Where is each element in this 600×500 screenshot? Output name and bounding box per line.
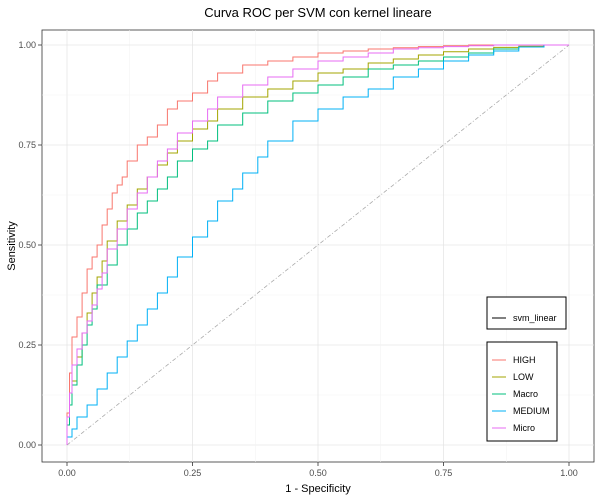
legend-label-micro: Micro bbox=[513, 423, 535, 433]
legend-label-macro: Macro bbox=[513, 389, 538, 399]
chart-title: Curva ROC per SVM con kernel lineare bbox=[204, 5, 432, 20]
y-tick-label: 0.00 bbox=[18, 440, 36, 450]
series-line-micro bbox=[66, 44, 569, 445]
series-line-high bbox=[66, 44, 569, 445]
reference-line bbox=[66, 44, 570, 446]
legend-label-low: LOW bbox=[513, 372, 534, 382]
color-legend: HIGH LOW Macro MEDIUM Micro bbox=[486, 341, 558, 442]
reference-diagonal bbox=[66, 44, 570, 446]
x-axis-title: 1 - Specificity bbox=[285, 483, 351, 495]
y-tick-label: 1.00 bbox=[18, 40, 36, 50]
x-tick-label: 0.25 bbox=[184, 468, 202, 478]
linetype-legend-label: svm_linear bbox=[513, 313, 557, 323]
x-tick-label: 0.75 bbox=[435, 468, 453, 478]
x-tick-label: 0.00 bbox=[58, 468, 76, 478]
series-line-medium bbox=[66, 44, 569, 445]
linetype-legend-box bbox=[486, 296, 567, 330]
series-lines bbox=[66, 44, 569, 445]
legend-label-high: HIGH bbox=[513, 355, 536, 365]
color-legend-box bbox=[486, 341, 558, 442]
y-tick-label: 0.25 bbox=[18, 340, 36, 350]
x-tick-label: 1.00 bbox=[560, 468, 578, 478]
linetype-legend: svm_linear bbox=[486, 296, 567, 330]
x-tick-label: 0.50 bbox=[309, 468, 327, 478]
y-tick-label: 0.50 bbox=[18, 240, 36, 250]
y-axis-title: Sensitivity bbox=[6, 221, 18, 271]
legend-label-medium: MEDIUM bbox=[513, 406, 550, 416]
axis-ticks: 0.00 0.25 0.50 0.75 1.00 0.00 0.25 0.50 0.75 1.00 bbox=[18, 40, 577, 478]
y-tick-label: 0.75 bbox=[18, 140, 36, 150]
